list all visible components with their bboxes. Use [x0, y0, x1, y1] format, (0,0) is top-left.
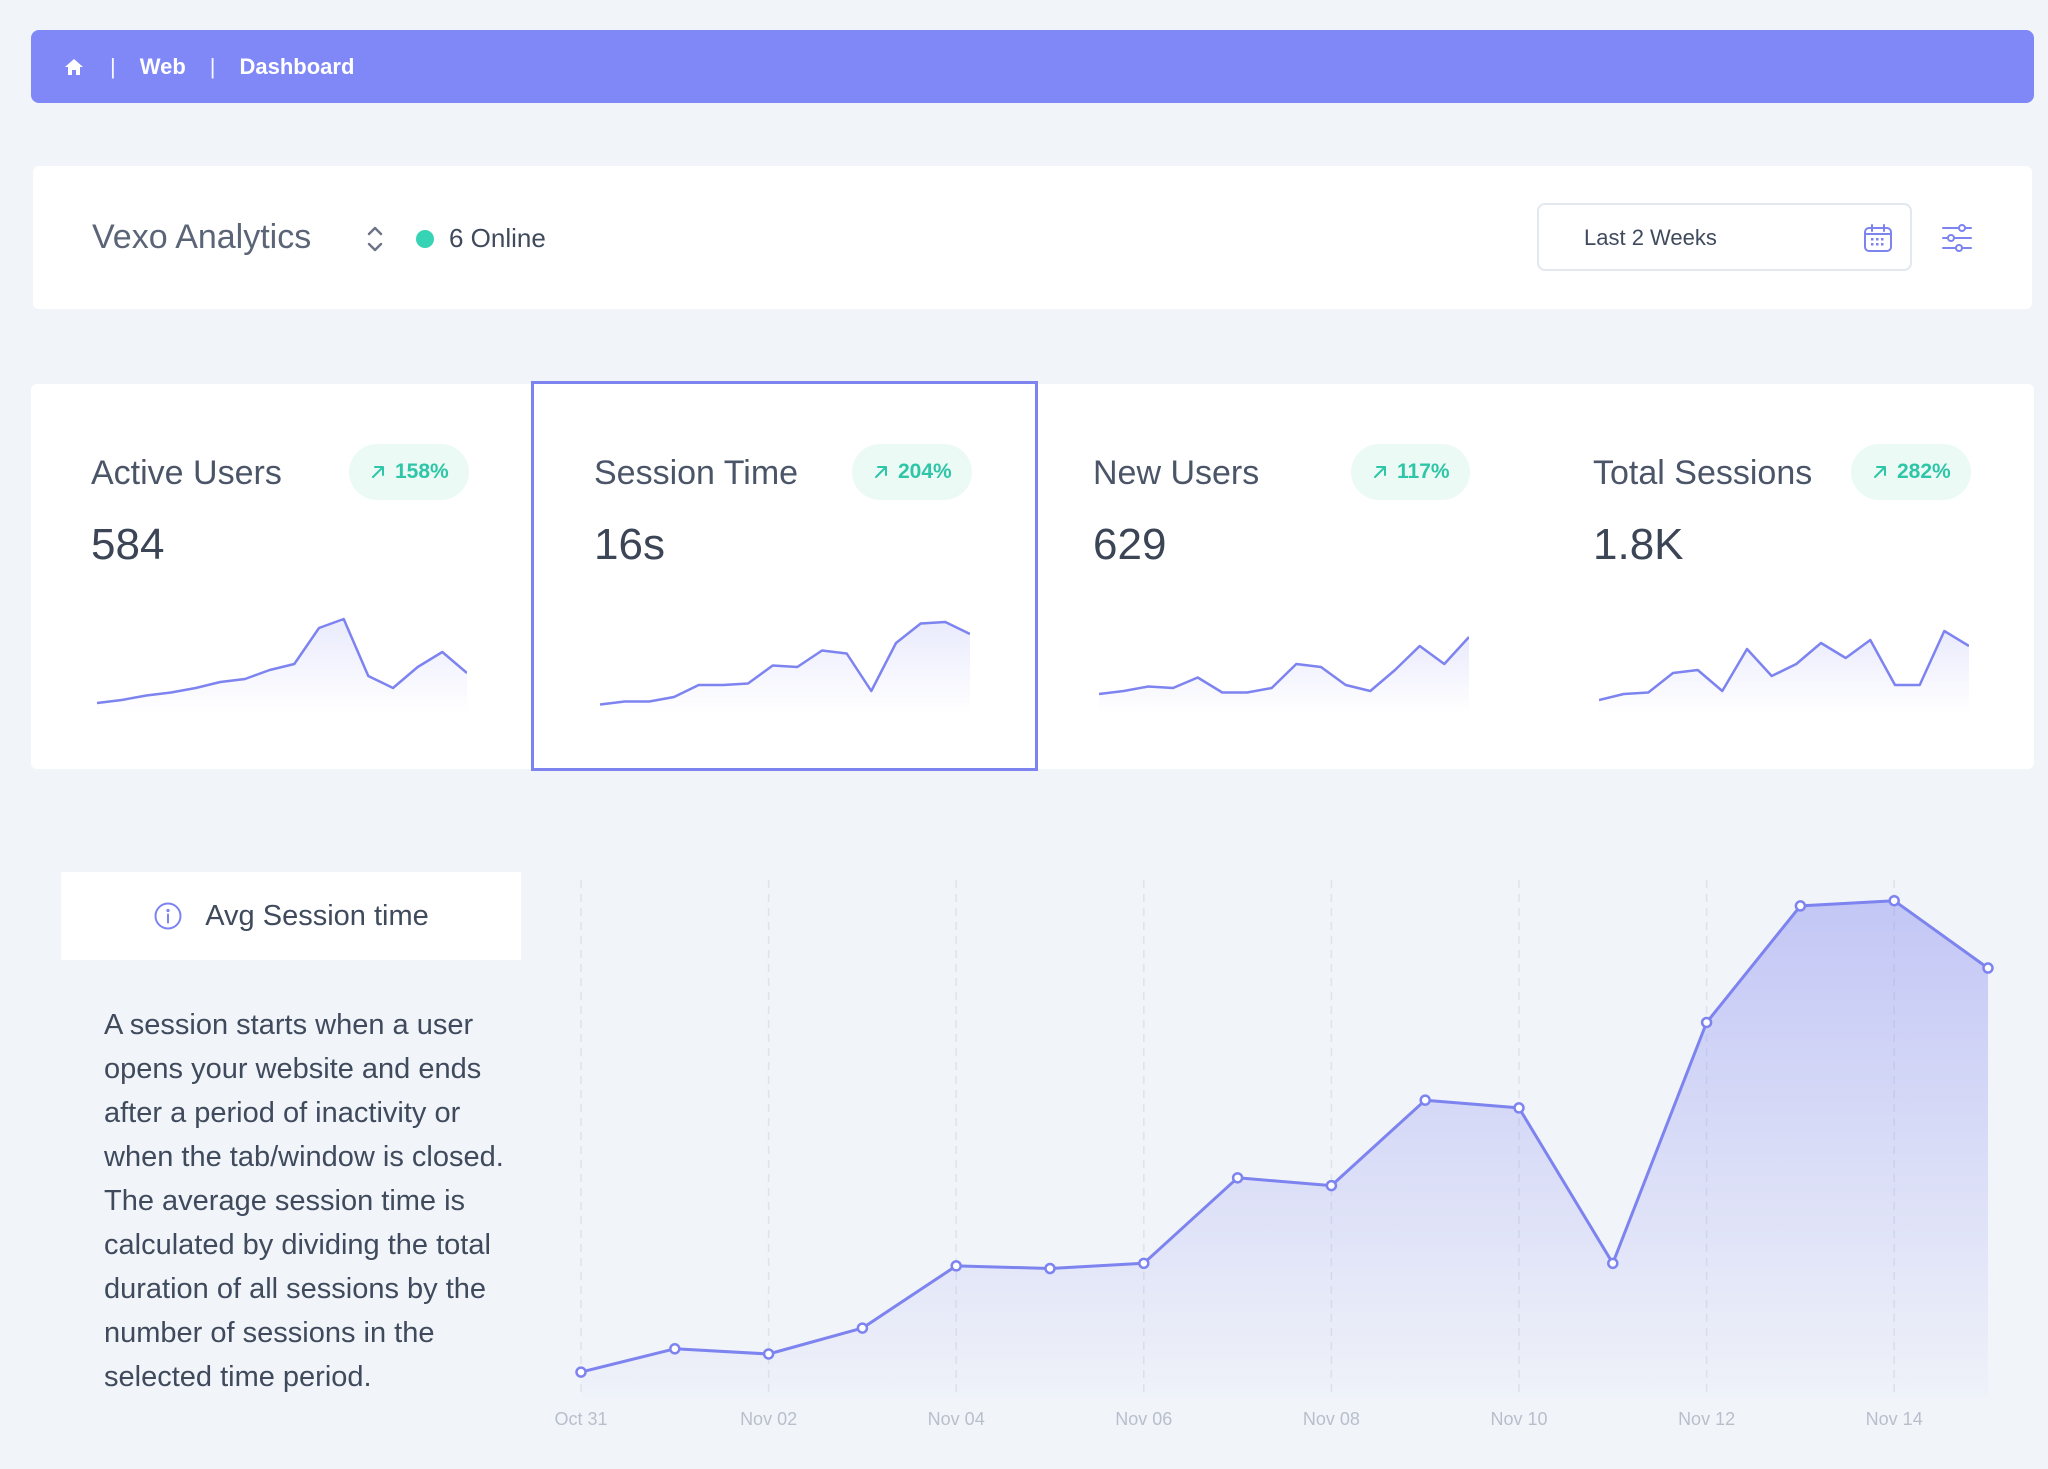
data-point[interactable] [1888, 894, 1900, 907]
stat-card-total-sessions[interactable]: Total Sessions 282% 1.8K [1533, 384, 2033, 769]
chart-area [581, 900, 1988, 1398]
data-point[interactable] [1982, 962, 1994, 974]
sparkline-area [1599, 631, 1969, 714]
change-badge: 282% [1851, 444, 1971, 500]
sparkline [1599, 629, 1969, 714]
sparkline-area [1099, 637, 1469, 714]
data-point[interactable] [1794, 900, 1807, 912]
x-tick-label: Nov 14 [1866, 1409, 1923, 1429]
sparkline-line [97, 617, 467, 705]
date-range-picker[interactable]: Last 2 Weeks [1537, 203, 1912, 271]
sparkline-line [600, 620, 970, 706]
data-point[interactable] [1138, 1257, 1150, 1270]
x-tick-label: Nov 04 [928, 1409, 985, 1429]
change-value: 204% [898, 460, 952, 483]
x-tick-label: Nov 02 [740, 1409, 797, 1429]
change-badge: 117% [1351, 444, 1470, 500]
x-tick-label: Nov 06 [1115, 1409, 1172, 1429]
change-value: 282% [1897, 460, 1951, 483]
change-badge: 204% [852, 444, 972, 500]
data-point[interactable] [1700, 1016, 1713, 1029]
x-tick-label: Nov 08 [1303, 1409, 1360, 1429]
sparkline [1099, 636, 1469, 714]
online-count: 6 Online [449, 223, 546, 253]
arrow-up-right-icon [1374, 466, 1386, 478]
arrow-up-right-icon [372, 466, 384, 478]
data-point[interactable] [575, 1366, 587, 1378]
stat-card-new-users[interactable]: New Users 117% 629 [1033, 384, 1533, 769]
stat-label: Total Sessions [1593, 454, 1813, 492]
breadcrumb-web[interactable]: Web [139, 53, 186, 79]
stat-value: 629 [1093, 520, 1167, 569]
stat-card-session-time[interactable]: Session Time 204% 16s [531, 381, 1038, 771]
data-point[interactable] [1419, 1094, 1431, 1106]
filter-settings-icon[interactable] [1941, 222, 1973, 254]
data-point[interactable] [1231, 1172, 1244, 1184]
stat-label: Session Time [594, 454, 799, 492]
sparkline-area [600, 622, 970, 714]
arrow-up-right-icon [1874, 466, 1886, 478]
stat-value: 584 [91, 520, 165, 569]
home-icon[interactable] [64, 56, 86, 78]
data-point[interactable] [1325, 1179, 1338, 1192]
data-point[interactable] [950, 1260, 962, 1272]
online-status-dot [416, 230, 434, 248]
calendar-icon [1864, 224, 1892, 252]
chart-info-header: Avg Session time [61, 872, 521, 960]
change-value: 117% [1397, 460, 1450, 483]
arrow-up-right-icon [875, 466, 887, 478]
sparkline-line [1599, 629, 1969, 702]
sparkline [97, 617, 467, 714]
x-tick-label: Nov 12 [1678, 1409, 1735, 1429]
stats-panel: Active Users 158% 584 Session Time 204% … [31, 381, 2034, 771]
stat-value: 16s [594, 520, 665, 569]
chart-description: A session starts when a user opens your … [104, 1009, 504, 1393]
data-point[interactable] [1607, 1257, 1619, 1270]
x-tick-label: Nov 10 [1490, 1409, 1547, 1429]
x-tick-label: Oct 31 [554, 1409, 607, 1429]
change-value: 158% [395, 460, 449, 483]
chart-title: Avg Session time [205, 899, 429, 932]
sparkline-line [1099, 636, 1469, 696]
sparkline [600, 620, 970, 714]
breadcrumb-dashboard[interactable]: Dashboard [239, 53, 355, 79]
breadcrumb-separator: | [209, 53, 216, 79]
app-header: Vexo Analytics 6 Online Last 2 Weeks [33, 166, 2032, 309]
stat-label: New Users [1093, 454, 1260, 492]
stat-card-active-users[interactable]: Active Users 158% 584 [31, 384, 531, 769]
data-point[interactable] [1513, 1102, 1525, 1114]
chart-line [580, 899, 1989, 1374]
breadcrumb: | Web | Dashboard [31, 30, 2034, 103]
data-point[interactable] [856, 1322, 869, 1334]
stat-label: Active Users [91, 454, 282, 492]
stat-value: 1.8K [1593, 520, 1684, 569]
data-point[interactable] [669, 1343, 681, 1355]
info-icon [154, 902, 182, 930]
chevron-up-down-icon[interactable] [363, 222, 387, 256]
data-point[interactable] [1044, 1262, 1056, 1275]
breadcrumb-separator: | [110, 53, 116, 79]
change-badge: 158% [349, 444, 469, 500]
app-name: Vexo Analytics [92, 218, 312, 256]
date-range-label: Last 2 Weeks [1584, 225, 1717, 250]
data-point[interactable] [762, 1348, 775, 1360]
